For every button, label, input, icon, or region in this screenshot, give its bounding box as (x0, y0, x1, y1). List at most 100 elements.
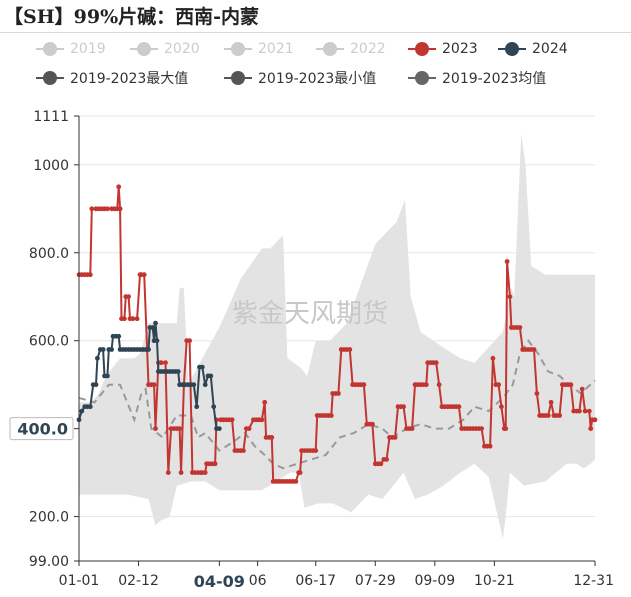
x-tick-label: 09-09 (414, 573, 455, 589)
x-tick-label: 10-21 (474, 573, 515, 589)
data-point (79, 408, 85, 414)
x-tick-label: 04-09 (194, 572, 245, 591)
data-point (178, 470, 184, 475)
data-point (579, 386, 585, 392)
legend-marker-2022 (316, 42, 344, 56)
data-point (150, 325, 156, 330)
x-tick-label: 02-12 (118, 573, 159, 589)
data-point (212, 461, 218, 467)
data-point (433, 360, 439, 366)
data-point (347, 347, 353, 352)
data-point (175, 369, 181, 374)
data-point (423, 382, 429, 388)
legend-item-2024[interactable]: 2024 (498, 38, 568, 60)
legend-label-2019: 2019 (70, 41, 106, 57)
data-point (89, 206, 95, 212)
data-point (116, 184, 122, 190)
data-point (117, 206, 123, 212)
chart-legend: 2019 2020 2021 2022 2023 2024 2019-2023最… (0, 36, 631, 96)
legend-label-2020: 2020 (164, 41, 200, 57)
data-point (401, 404, 406, 410)
data-point (241, 448, 246, 453)
data-point (116, 333, 122, 339)
data-point (517, 325, 523, 330)
data-point (229, 417, 235, 423)
data-point (165, 470, 171, 475)
data-point (592, 417, 598, 423)
legend-marker-min (224, 71, 252, 85)
data-point (504, 259, 510, 264)
legend-label-2024: 2024 (532, 41, 568, 57)
y-tick-label: 200.0 (29, 510, 69, 526)
data-point (436, 382, 442, 388)
legend-marker-2023 (408, 42, 436, 56)
x-tick-label: 06-17 (295, 573, 336, 589)
x-tick-label: 06 (249, 573, 267, 589)
data-point (490, 355, 496, 361)
data-point (336, 391, 341, 396)
data-point (246, 426, 252, 431)
data-point (456, 404, 462, 410)
data-point (146, 347, 151, 352)
data-point (216, 426, 222, 431)
data-point (503, 426, 509, 431)
data-point (409, 426, 415, 431)
title-divider (0, 32, 631, 33)
legend-item-2021[interactable]: 2021 (224, 38, 294, 60)
chart-title: 【SH】99%片碱：西南-内蒙 (4, 6, 260, 28)
data-point (262, 399, 268, 405)
data-point (109, 347, 114, 352)
data-point (586, 408, 592, 414)
legend-item-min[interactable]: 2019-2023最小值 (224, 67, 376, 89)
data-point (122, 316, 127, 322)
watermark: 紫金天风期货 (232, 299, 388, 329)
series-2024 (76, 320, 222, 431)
legend-label-min: 2019-2023最小值 (258, 71, 377, 87)
legend-item-mean[interactable]: 2019-2023均值 (408, 67, 546, 89)
legend-marker-2020 (130, 42, 158, 56)
legend-item-max[interactable]: 2019-2023最大值 (36, 67, 188, 89)
y-tick-label: 1111 (33, 109, 69, 125)
data-point (151, 382, 157, 388)
data-point (130, 316, 136, 322)
y-tick-label: 400.0 (17, 420, 68, 439)
data-point (545, 413, 551, 418)
data-point (199, 364, 205, 370)
legend-marker-2021 (224, 42, 252, 56)
data-point (208, 373, 214, 379)
series-2023 (76, 184, 598, 484)
data-point (134, 316, 140, 322)
legend-marker-mean (408, 71, 436, 85)
y-highlight-box (9, 417, 74, 441)
data-point (588, 426, 594, 431)
legend-item-2023[interactable]: 2023 (408, 38, 478, 60)
data-point (141, 272, 147, 278)
data-point (194, 404, 200, 410)
data-point (496, 382, 501, 388)
x-tick-label: 07-29 (355, 573, 396, 589)
data-point (487, 443, 493, 449)
data-point (568, 382, 574, 388)
data-point (507, 294, 513, 300)
data-point (153, 320, 158, 326)
x-tick-label: 01-01 (59, 573, 100, 589)
data-point (384, 457, 389, 462)
legend-label-2021: 2021 (258, 41, 294, 57)
data-point (158, 360, 164, 366)
data-point (392, 435, 398, 440)
data-point (582, 408, 588, 414)
data-point (202, 382, 208, 388)
data-point (95, 355, 100, 361)
data-point (187, 338, 193, 344)
legend-label-mean: 2019-2023均值 (442, 71, 547, 87)
data-point (202, 470, 208, 475)
legend-marker-2019 (36, 42, 64, 56)
data-point (531, 347, 537, 352)
legend-item-2020[interactable]: 2020 (130, 38, 200, 60)
data-point (259, 417, 265, 423)
legend-item-2019[interactable]: 2019 (36, 38, 106, 60)
data-point (557, 413, 562, 418)
data-point (479, 426, 484, 431)
legend-item-2022[interactable]: 2022 (316, 38, 386, 60)
